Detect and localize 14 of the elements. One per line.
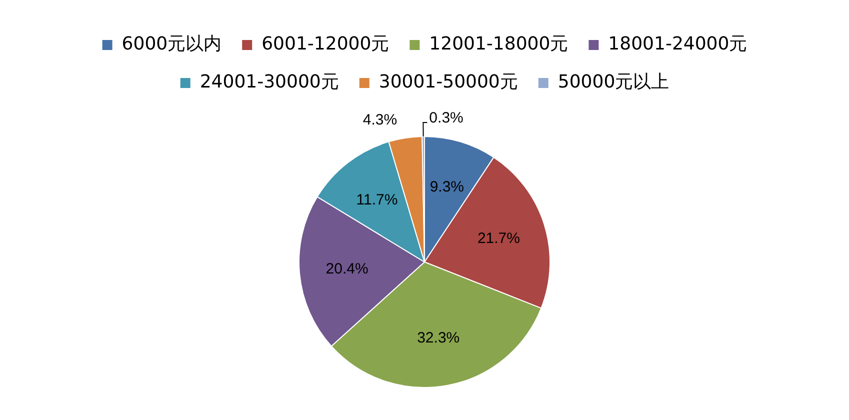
- legend-label: 24001-30000元: [200, 72, 339, 93]
- data-label: 11.7%: [356, 192, 398, 209]
- legend-label: 6000元以内: [122, 34, 222, 55]
- legend-label: 18001-24000元: [608, 34, 748, 55]
- data-label: 4.3%: [362, 111, 398, 128]
- legend-label: 30001-50000元: [378, 72, 518, 93]
- legend-label: 12001-18000元: [429, 34, 568, 55]
- data-label: 20.4%: [326, 260, 368, 278]
- data-label: 32.3%: [417, 330, 460, 347]
- data-label: 0.3%: [429, 110, 464, 127]
- data-label: 9.3%: [430, 178, 464, 196]
- legend-label: 6001-12000元: [262, 34, 390, 55]
- legend-label: 50000元以上: [558, 72, 670, 93]
- data-label: 21.7%: [477, 230, 520, 247]
